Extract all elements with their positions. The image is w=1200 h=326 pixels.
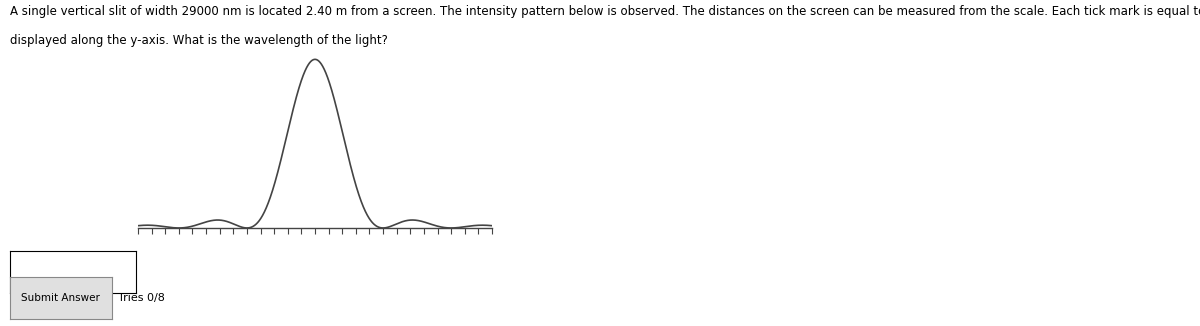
Text: A single vertical slit of width 29000 nm is located 2.40 m from a screen. The in: A single vertical slit of width 29000 nm… (10, 5, 1200, 18)
Text: displayed along the y-axis. What is the wavelength of the light?: displayed along the y-axis. What is the … (10, 34, 388, 47)
Text: Submit Answer: Submit Answer (22, 293, 100, 303)
Text: Tries 0/8: Tries 0/8 (118, 293, 164, 303)
